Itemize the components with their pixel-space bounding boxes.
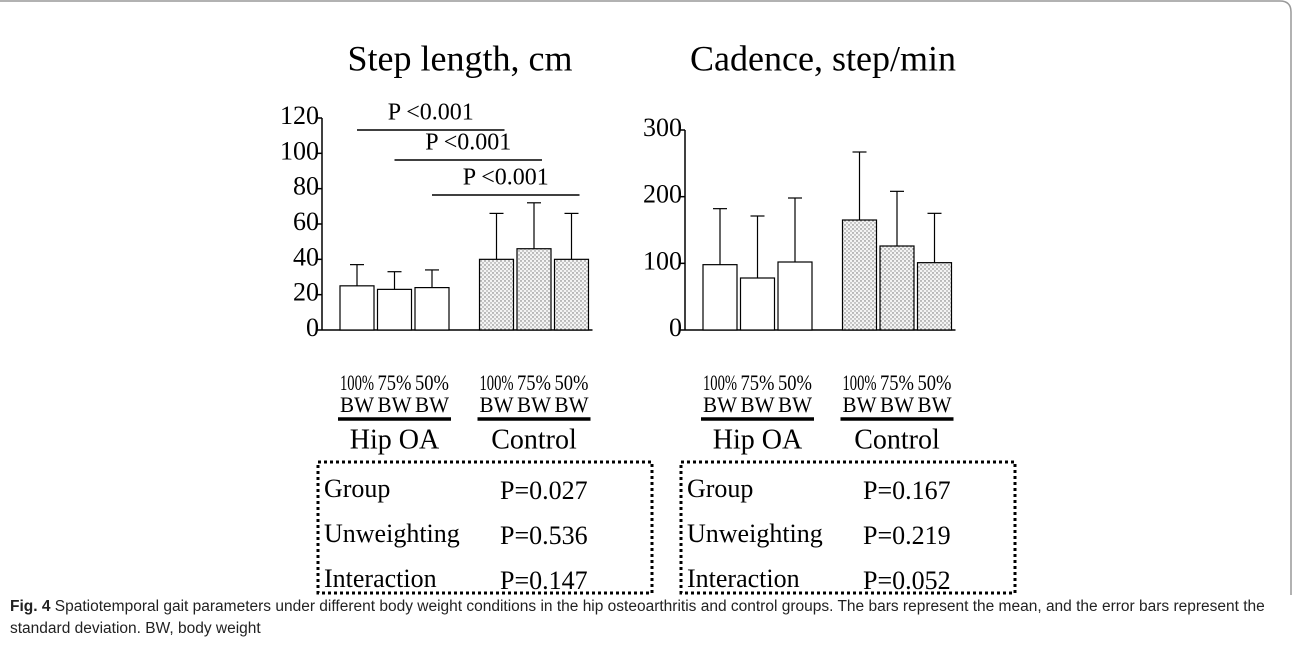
y-tick-label: 40 xyxy=(293,242,319,271)
x-tick-label: BW xyxy=(378,392,412,417)
x-tick-label: 50% xyxy=(555,370,589,395)
y-tick-label: 60 xyxy=(293,207,319,236)
stats-value: P=0.219 xyxy=(863,521,951,550)
bar xyxy=(478,258,515,331)
x-tick-label: 75% xyxy=(517,370,551,395)
x-tick-label: BW xyxy=(415,392,449,417)
x-tick-label: 75% xyxy=(378,370,412,395)
stats-box xyxy=(316,460,654,595)
stats-label: Interaction xyxy=(687,564,800,593)
stats-label: Unweighting xyxy=(687,519,823,548)
x-tick-label: BW xyxy=(741,392,775,417)
y-tick-label: 20 xyxy=(293,278,319,307)
x-tick-label: 100% xyxy=(480,370,514,395)
x-tick-label: BW xyxy=(880,392,914,417)
group-label: Hip OA xyxy=(713,424,803,455)
y-tick-label: 100 xyxy=(280,136,319,165)
chart-title: Step length, cm xyxy=(348,38,573,78)
bar xyxy=(739,277,776,331)
bar xyxy=(702,264,738,331)
stats-value: P=0.052 xyxy=(863,566,951,595)
stats-label: Unweighting xyxy=(324,519,460,548)
caption-label: Fig. 4 xyxy=(10,598,51,615)
bar xyxy=(777,261,813,331)
bar xyxy=(414,287,450,331)
bar xyxy=(916,262,953,331)
group-label: Control xyxy=(491,424,577,455)
bar xyxy=(376,288,413,331)
x-tick-label: 100% xyxy=(340,370,374,395)
y-tick-label: 300 xyxy=(643,113,682,142)
x-tick-label: BW xyxy=(843,392,877,417)
x-tick-label: 50% xyxy=(778,370,812,395)
group-label: Hip OA xyxy=(350,424,440,455)
x-tick-label: BW xyxy=(703,392,737,417)
x-tick-label: 100% xyxy=(703,370,737,395)
bar xyxy=(516,248,552,331)
x-tick-label: 75% xyxy=(741,370,775,395)
x-tick-label: BW xyxy=(918,392,952,417)
frame xyxy=(0,0,1292,595)
figure: Step length, cm020406080100120100%BW75%B… xyxy=(0,0,1292,595)
significance-label: P <0.001 xyxy=(463,165,549,191)
stats-value: P=0.536 xyxy=(500,521,588,550)
x-tick-label: BW xyxy=(517,392,551,417)
y-tick-label: 120 xyxy=(280,101,319,130)
chart-title: Cadence, step/min xyxy=(690,38,956,78)
y-tick-label: 0 xyxy=(669,313,682,342)
stats-box xyxy=(679,460,1017,595)
x-tick-label: 50% xyxy=(415,370,449,395)
stats-value: P=0.027 xyxy=(500,476,588,505)
x-tick-label: BW xyxy=(480,392,514,417)
stats-value: P=0.147 xyxy=(500,566,588,595)
y-tick-label: 0 xyxy=(306,313,319,342)
stats-label: Group xyxy=(687,474,753,503)
x-tick-label: BW xyxy=(555,392,589,417)
caption-text: Spatiotemporal gait parameters under dif… xyxy=(10,598,1265,637)
bar xyxy=(841,219,878,331)
bar xyxy=(553,258,590,331)
bar xyxy=(879,245,915,331)
caption: Fig. 4 Spatiotemporal gait parameters un… xyxy=(10,596,1275,640)
stats-value: P=0.167 xyxy=(863,476,951,505)
y-tick-label: 80 xyxy=(293,172,319,201)
y-tick-label: 200 xyxy=(643,180,682,209)
x-tick-label: 75% xyxy=(880,370,914,395)
significance-label: P <0.001 xyxy=(425,130,511,156)
significance-label: P <0.001 xyxy=(388,100,474,126)
bar xyxy=(339,285,375,331)
group-label: Control xyxy=(854,424,940,455)
x-tick-label: BW xyxy=(340,392,374,417)
x-tick-label: 50% xyxy=(918,370,952,395)
x-tick-label: BW xyxy=(778,392,812,417)
x-tick-label: 100% xyxy=(843,370,877,395)
y-tick-label: 100 xyxy=(643,246,682,275)
stats-label: Interaction xyxy=(324,564,437,593)
stats-label: Group xyxy=(324,474,390,503)
